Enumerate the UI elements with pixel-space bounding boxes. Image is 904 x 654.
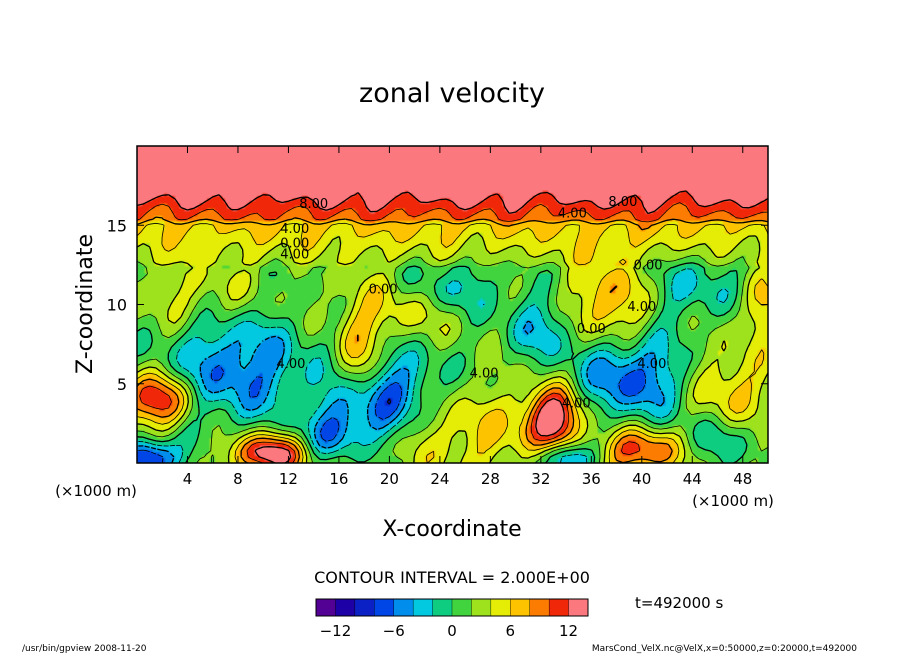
colorbar-swatch: [529, 598, 550, 617]
x-tick-label: 44: [683, 470, 702, 488]
contour-line: [137, 364, 647, 463]
colorbar-swatch: [315, 598, 336, 617]
colorbar-swatch: [335, 598, 356, 617]
contour-labels: 8.00 8.004.004.000.004.000.000.004.000.00…: [276, 195, 666, 411]
contour-line: [137, 262, 748, 463]
contour-label: 4.00: [562, 397, 591, 412]
contour-label: 0.00: [369, 282, 398, 297]
colorbar-swatches: [315, 598, 589, 617]
contour-lines: [137, 190, 768, 463]
x-tick-label: 8: [233, 470, 243, 488]
x-tick-label: 12: [279, 470, 298, 488]
contour-line: [137, 216, 768, 463]
colorbar-tick-label: 12: [559, 622, 578, 640]
colorbar-swatch: [393, 598, 414, 617]
contour-label: 8.00: [608, 195, 637, 210]
colorbar-swatch: [568, 598, 589, 617]
y-axis-label: Z-coordinate: [73, 234, 98, 374]
plot-area: 8.00 8.004.004.000.004.000.000.004.000.00…: [136, 145, 769, 464]
contour-label: 4.00: [627, 300, 656, 315]
y-tick-label: 10: [107, 296, 127, 315]
colorbar-swatch: [374, 598, 395, 617]
colorbar-tick-label: 6: [506, 622, 516, 640]
colorbar-swatch: [548, 598, 570, 617]
contour-line: [137, 320, 665, 463]
contour-line: [137, 222, 768, 463]
y-tick-label: 15: [107, 216, 127, 235]
colorbar-tick-label: −12: [320, 622, 352, 640]
colorbar: −12 −6 0 6 12: [315, 598, 589, 640]
contour-line: [137, 255, 768, 463]
y-tick-label: 5: [117, 375, 127, 394]
colorbar-swatch: [451, 598, 472, 617]
colorbar-tick-label: 0: [447, 622, 457, 640]
y-axis-ticks: 5 10 15: [107, 216, 768, 394]
x-axis-label: X-coordinate: [382, 517, 521, 542]
contour-label: 4.00: [280, 248, 309, 263]
contour-label: 4.00: [280, 222, 309, 237]
contour-label: 0.00: [577, 322, 606, 337]
contour-label: 4.00: [637, 357, 666, 372]
contour-label: 4.00: [470, 366, 499, 381]
x-tick-label: 40: [632, 470, 651, 488]
y-unit-label: (×1000 m): [55, 482, 137, 500]
chart-title: zonal velocity: [359, 78, 545, 109]
x-tick-label: 48: [733, 470, 752, 488]
footer-right: MarsCond_VelX.nc@VelX,x=0:50000,z=0:2000…: [592, 644, 857, 654]
contour-label: 0.00: [280, 236, 309, 251]
colorbar-swatch: [412, 598, 434, 617]
colorbar-swatch: [432, 598, 453, 617]
time-text: t=492000 s: [635, 594, 723, 612]
contour-line: [137, 232, 768, 463]
x-tick-label: 4: [183, 470, 193, 488]
contour-line: [137, 268, 729, 463]
contour-line: [386, 398, 392, 405]
colorbar-swatch: [471, 598, 492, 617]
x-tick-label: 20: [380, 470, 399, 488]
contour-interval-text: CONTOUR INTERVAL = 2.000E+00: [314, 568, 590, 587]
colorbar-tick-label: −6: [383, 622, 405, 640]
x-tick-label: 24: [430, 470, 449, 488]
colorbar-frame: [315, 598, 589, 617]
footer-left: /usr/bin/gpview 2008-11-20: [22, 644, 147, 654]
contour-label: 8.00: [299, 197, 328, 212]
x-tick-label: 36: [582, 470, 601, 488]
contour-label: 4.00: [276, 357, 305, 372]
x-axis-ticks: 4 8 12 16 20 24 28 32 36 40 44 48: [183, 146, 752, 488]
contour-label: 4.00: [558, 206, 587, 221]
contour-line: [137, 190, 768, 463]
colorbar-swatch: [490, 598, 511, 617]
x-tick-label: 32: [531, 470, 550, 488]
contour-label: 0.00: [634, 259, 663, 274]
x-tick-label: 28: [481, 470, 500, 488]
x-tick-label: 16: [329, 470, 348, 488]
x-unit-label: (×1000 m): [692, 492, 774, 510]
colorbar-swatch: [510, 598, 531, 617]
colorbar-ticks: −12 −6 0 6 12: [320, 622, 579, 640]
colorbar-swatch: [354, 598, 375, 617]
contour-line: [137, 202, 768, 463]
